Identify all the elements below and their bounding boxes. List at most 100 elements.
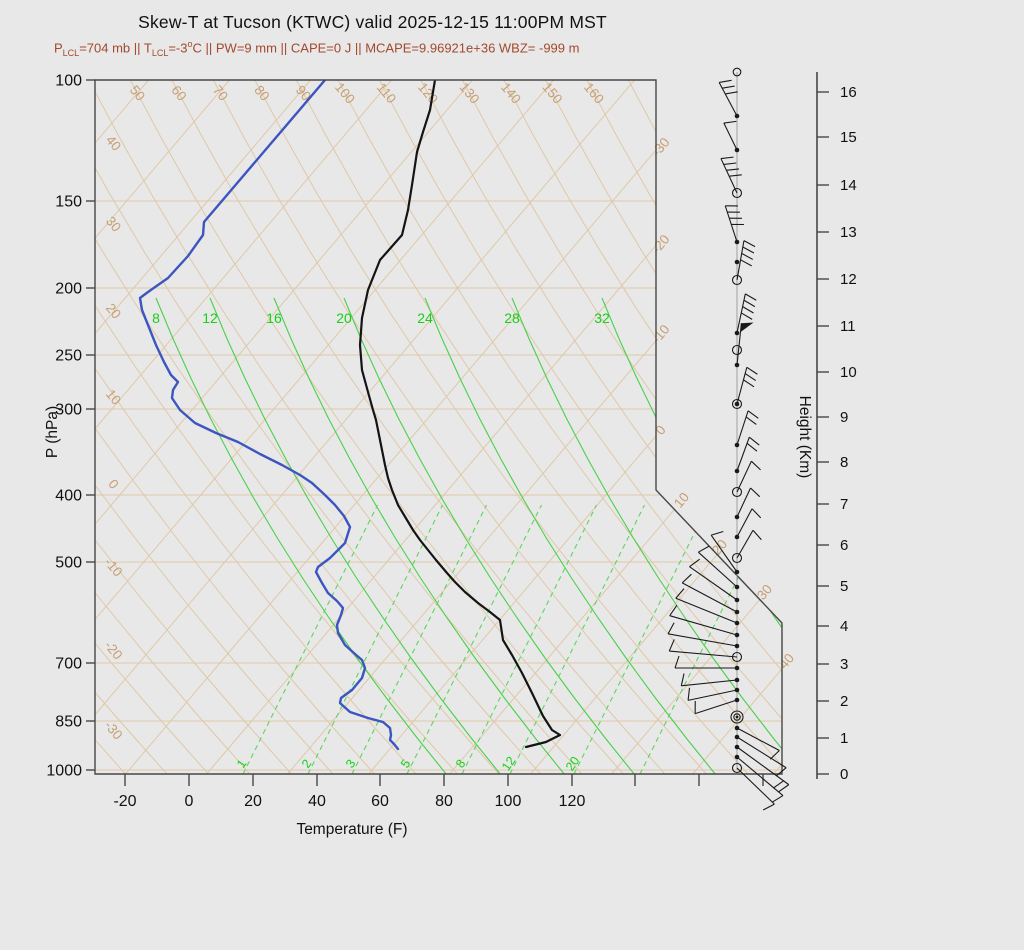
wind-barb: [720, 156, 743, 199]
barb-shaft: [689, 566, 738, 601]
isotherm-label-top: 50: [127, 83, 148, 104]
barb-feather-tick: [680, 673, 685, 686]
barb-shaft: [681, 582, 738, 613]
adiabat-label-right: -30: [649, 135, 673, 160]
mixing-ratio-line: [242, 504, 378, 774]
barb-shaft: [736, 756, 784, 796]
barb-feather-tick: [743, 299, 756, 308]
subtitle-seg3: =-3: [168, 40, 188, 56]
isopleth-nw-line: [377, 80, 782, 774]
barb-shaft: [675, 597, 738, 624]
isopleth-ne-line: [95, 80, 392, 774]
barb-feather-tick: [778, 784, 790, 793]
height-tick-label: 16: [840, 84, 857, 101]
isotherm-label-top: 60: [168, 83, 189, 104]
isopleth-ne-line: [95, 80, 311, 774]
isotherm-label-top: 110: [374, 80, 399, 106]
barb-feather-tick: [745, 416, 757, 425]
mixing-ratio-label: 1: [234, 757, 249, 771]
height-tick-label: 3: [840, 656, 848, 673]
barb-feather-tick: [687, 687, 691, 701]
isotherm-label-left: -10: [101, 555, 125, 580]
barb-shaft: [736, 410, 749, 446]
subtitle-seg4: C || PW=9 mm || CAPE=0 J || MCAPE=9.9692…: [192, 40, 580, 56]
isopleth-nw-line: [502, 80, 782, 774]
adiabat-label-diagonal: 10: [671, 490, 692, 511]
isopleth-nw-line: [95, 80, 292, 774]
isopleth-nw-line: [95, 80, 251, 774]
wind-barb: [734, 293, 757, 336]
isotherm-label-left: 10: [103, 387, 124, 408]
plot-area: 50 60 70 80 90 100 110 120 130 140 150 160403020100…: [95, 80, 782, 774]
dewpoint-curve: [138, 80, 400, 751]
isopleth-ne-line: [95, 80, 473, 774]
barb-shaft: [667, 633, 738, 647]
barb-feather-tick: [741, 252, 754, 260]
mixing-ratio-line: [351, 504, 487, 774]
barb-feather-tick: [772, 780, 784, 789]
plot-frame: [94, 79, 783, 775]
height-tick-label: 5: [840, 578, 848, 595]
barb-feather-tick: [698, 545, 710, 553]
barb-shaft: [687, 689, 738, 701]
barb-shaft: [736, 727, 780, 752]
barb-shaft: [723, 122, 738, 151]
barb-station-circle: [731, 486, 743, 498]
adiabat-label-right: 0: [652, 422, 668, 437]
wind-barb: [697, 545, 740, 590]
barb-feather-tick: [762, 803, 775, 811]
subtitle-seg2: =704 mb || T: [79, 40, 152, 56]
barb-station-circle: [731, 187, 743, 199]
wind-barb: [730, 710, 744, 724]
temperature-tick-label: 40: [308, 793, 326, 810]
adiabat-label-right: -10: [649, 322, 673, 347]
isopleth-ne-line: [95, 80, 554, 774]
isopleth-ne-line: [125, 80, 716, 774]
barb-feather-tick: [745, 293, 757, 301]
barb-feather-tick: [669, 604, 678, 617]
moist-adiabat-label: 12: [202, 310, 218, 326]
mixing-ratio-line: [406, 504, 542, 774]
mixing-ratio-line: [509, 504, 645, 774]
mixing-ratio-line: [573, 504, 709, 774]
barb-shaft: [736, 367, 748, 405]
barb-station-double-circle: [733, 713, 741, 721]
mixing-ratio-label: 3: [343, 757, 358, 771]
adiabat-label-diagonal: 30: [754, 582, 775, 603]
sounding-parameters-line: PLCL=704 mb || TLCL=-3oC || PW=9 mm || C…: [54, 39, 579, 58]
barb-feather-tick: [742, 246, 755, 254]
barb-feather-tick: [743, 240, 756, 248]
barb-feather-tick: [771, 795, 784, 803]
wind-barb: [724, 205, 744, 245]
barb-shaft: [697, 551, 738, 588]
isotherm-label-top: 120: [415, 80, 441, 107]
adiabat-label-diagonal: 40: [776, 651, 797, 672]
isotherm-label-top: 80: [251, 83, 272, 104]
isopleth-nw-line: [419, 80, 782, 774]
isotherm-label-left: -30: [101, 718, 125, 743]
barb-feather-tick: [744, 373, 757, 382]
isopleth-nw-line: [95, 80, 375, 774]
barb-flag: [740, 322, 754, 333]
mixing-ratio-line: [639, 504, 775, 774]
mixing-ratio-line: [307, 504, 443, 774]
barb-station-circle: [731, 274, 743, 286]
wind-barb: [731, 460, 761, 498]
staff-top-marker: [732, 67, 742, 77]
barb-shaft: [736, 746, 790, 786]
moist-adiabat-line: [424, 297, 719, 774]
isopleth-nw-line: [253, 80, 749, 774]
barb-shaft: [736, 736, 787, 769]
barb-feather-tick: [681, 573, 692, 584]
barb-shaft: [736, 323, 742, 366]
temperature-axis-title: Temperature (F): [296, 821, 407, 838]
barb-feather-tick: [742, 306, 754, 314]
barb-shaft: [720, 158, 738, 194]
isopleth-nw-line: [460, 80, 782, 774]
pressure-tick-label: 250: [55, 348, 82, 365]
isopleth-nw-line: [211, 80, 707, 774]
barb-station-dot: [734, 259, 740, 265]
pressure-tick-label: 1000: [46, 763, 82, 780]
moist-adiabat-label: 8: [152, 310, 160, 326]
barb-station-circle: [731, 398, 743, 410]
